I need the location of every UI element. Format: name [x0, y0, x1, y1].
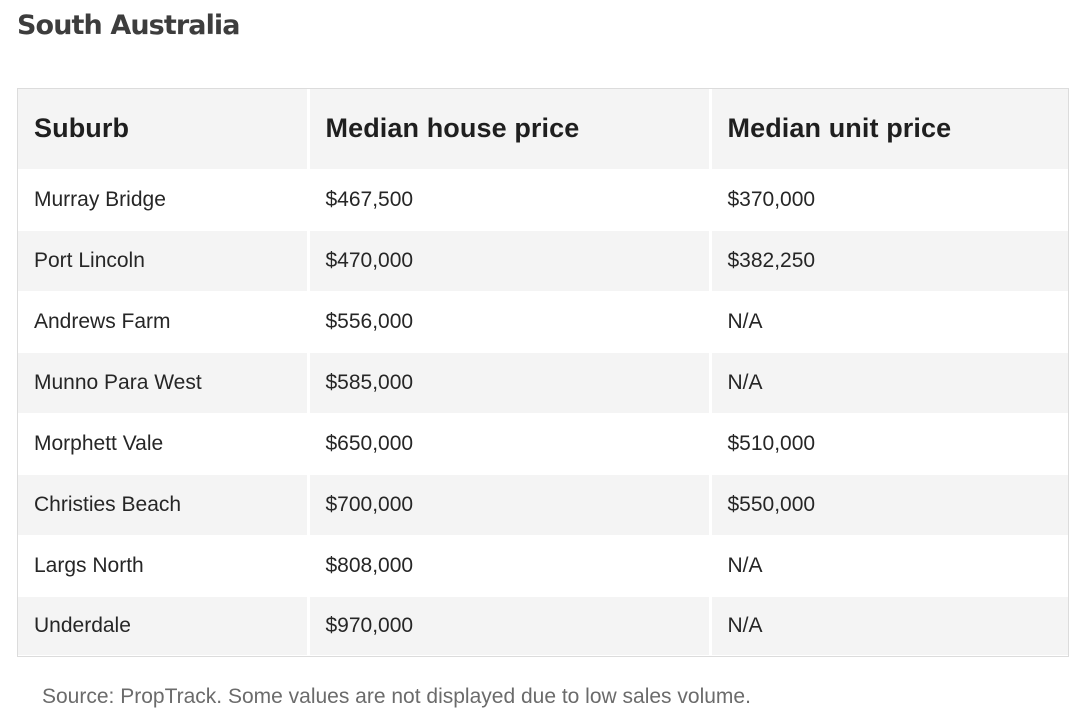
- suburb-cell: Morphett Vale: [18, 413, 310, 475]
- table-row: Largs North $808,000 N/A: [18, 535, 1068, 597]
- price-table-container: Suburb Median house price Median unit pr…: [17, 88, 1069, 657]
- house-price-cell: $585,000: [308, 352, 712, 414]
- house-price-cell: $808,000: [308, 535, 712, 597]
- unit-price-cell: $382,250: [710, 230, 1068, 292]
- suburb-cell: Underdale: [18, 596, 310, 656]
- suburb-cell: Andrews Farm: [18, 291, 310, 353]
- unit-price-cell: N/A: [710, 291, 1068, 353]
- table-row: Munno Para West $585,000 N/A: [18, 352, 1068, 414]
- column-header-median-unit-price: Median unit price: [710, 89, 1068, 170]
- price-table: Suburb Median house price Median unit pr…: [18, 89, 1068, 656]
- table-row: Port Lincoln $470,000 $382,250: [18, 230, 1068, 292]
- suburb-cell: Largs North: [18, 535, 310, 597]
- suburb-cell: Port Lincoln: [18, 230, 310, 292]
- house-price-cell: $467,500: [308, 169, 712, 231]
- unit-price-cell: $370,000: [710, 169, 1068, 231]
- column-header-median-house-price: Median house price: [308, 89, 712, 170]
- house-price-cell: $700,000: [308, 474, 712, 536]
- house-price-cell: $556,000: [308, 291, 712, 353]
- house-price-cell: $650,000: [308, 413, 712, 475]
- unit-price-cell: $510,000: [710, 413, 1068, 475]
- table-row: Underdale $970,000 N/A: [18, 596, 1068, 656]
- suburb-cell: Murray Bridge: [18, 169, 310, 231]
- table-body: Murray Bridge $467,500 $370,000 Port Lin…: [18, 169, 1068, 656]
- unit-price-cell: N/A: [710, 352, 1068, 414]
- column-header-suburb: Suburb: [18, 89, 310, 170]
- table-row: Murray Bridge $467,500 $370,000: [18, 169, 1068, 231]
- unit-price-cell: N/A: [710, 535, 1068, 597]
- table-row: Christies Beach $700,000 $550,000: [18, 474, 1068, 536]
- house-price-cell: $470,000: [308, 230, 712, 292]
- source-note: Source: PropTrack. Some values are not d…: [42, 685, 751, 708]
- table-row: Morphett Vale $650,000 $510,000: [18, 413, 1068, 475]
- unit-price-cell: $550,000: [710, 474, 1068, 536]
- table-row: Andrews Farm $556,000 N/A: [18, 291, 1068, 353]
- suburb-cell: Munno Para West: [18, 352, 310, 414]
- table-header: Suburb Median house price Median unit pr…: [18, 89, 1068, 170]
- house-price-cell: $970,000: [308, 596, 712, 656]
- header-row: Suburb Median house price Median unit pr…: [18, 89, 1068, 170]
- unit-price-cell: N/A: [710, 596, 1068, 656]
- suburb-cell: Christies Beach: [18, 474, 310, 536]
- section-heading: South Australia: [17, 10, 241, 41]
